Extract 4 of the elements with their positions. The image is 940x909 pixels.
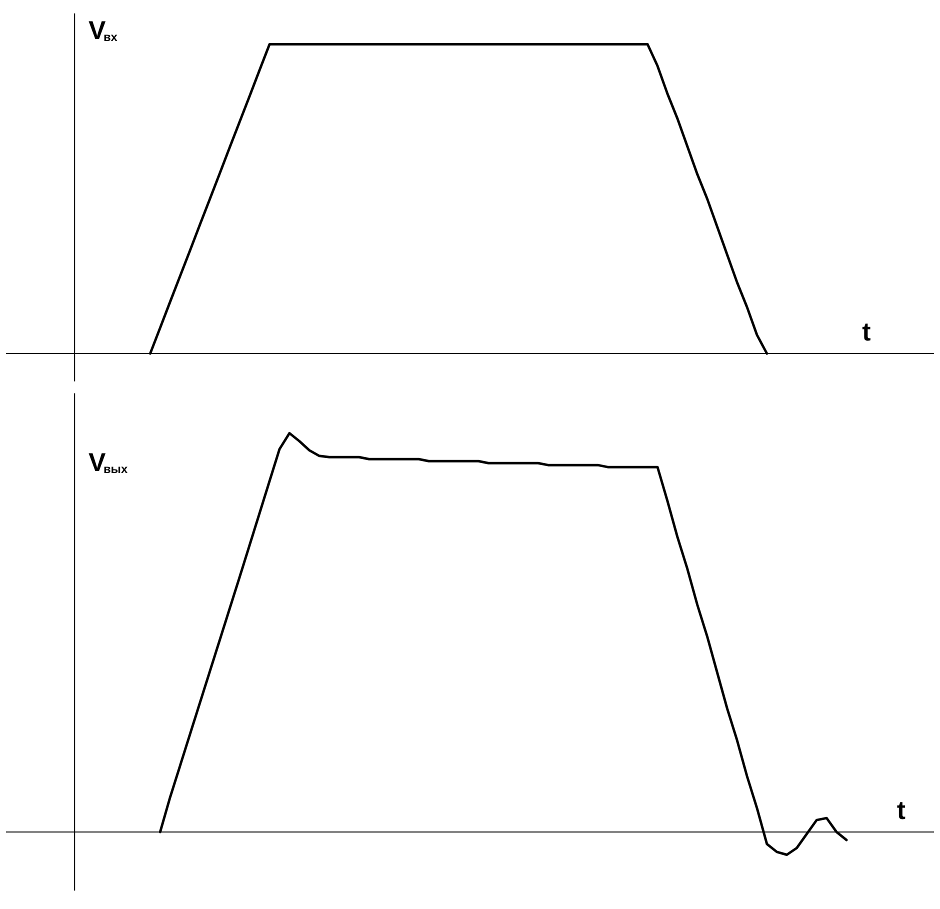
y-axis-title: Vвх (88, 17, 118, 46)
x-axis-title: t (862, 318, 872, 347)
x-axis-title: t (896, 797, 906, 826)
y-axis-title: Vвых (88, 448, 128, 477)
